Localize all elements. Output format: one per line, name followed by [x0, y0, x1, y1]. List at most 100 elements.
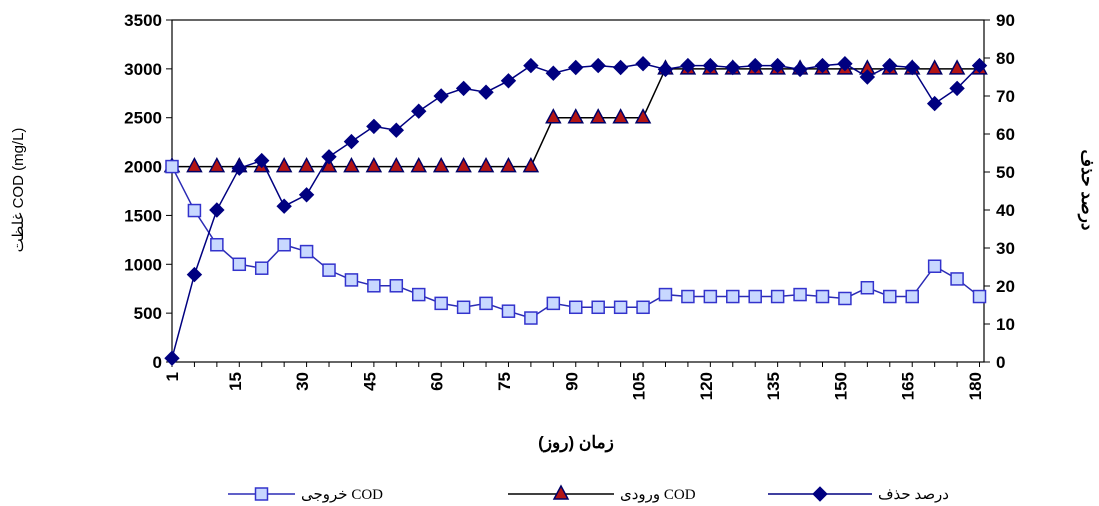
series-1 — [165, 159, 987, 325]
legend-label: درصد حذف — [878, 487, 949, 503]
series-3-point — [926, 95, 943, 112]
series-1-point — [860, 280, 875, 295]
y2-axis-ticks: 0 10 20 30 40 50 60 70 80 90 — [984, 11, 1015, 372]
series-3 — [164, 55, 988, 366]
series-1-point — [299, 244, 314, 259]
series-1-point — [165, 159, 179, 174]
series-1-point — [636, 300, 650, 315]
y-tick-label: 500 — [134, 304, 162, 323]
series-1-point — [254, 261, 269, 275]
series-3-point — [680, 57, 696, 74]
series-2-point — [926, 59, 943, 75]
series-1-point — [322, 263, 336, 277]
x-tick-label: 45 — [360, 372, 379, 391]
series-1-line — [171, 166, 980, 319]
y2-tick-label: 30 — [996, 239, 1015, 258]
x-tick-label: 165 — [899, 372, 918, 400]
y-tick-label: 3500 — [124, 11, 162, 30]
series-1-point — [748, 289, 762, 304]
series-2-point — [432, 156, 450, 173]
series-3-point — [254, 152, 270, 169]
y2-tick-label: 20 — [996, 277, 1015, 296]
series-3-point — [478, 84, 494, 100]
series-3-point — [747, 57, 763, 74]
series-1-point — [658, 287, 673, 302]
series-3-point — [949, 80, 965, 97]
y-tick-label: 2500 — [124, 109, 162, 128]
legend: درصد حذف ورودی COD خروجی COD — [228, 484, 949, 503]
series-3-point — [545, 65, 562, 81]
series-2-point — [186, 156, 203, 173]
series-2-point — [365, 156, 383, 173]
y-tick-label: 0 — [153, 353, 162, 372]
y2-tick-label: 80 — [996, 49, 1015, 68]
x-tick-label: 30 — [293, 372, 312, 391]
y-tick-label: 1000 — [124, 255, 162, 274]
series-2-point — [589, 108, 607, 124]
series-3-point — [321, 149, 337, 165]
y2-tick-label: 90 — [996, 11, 1015, 30]
series-3-point — [411, 103, 427, 119]
y2-tick-label: 70 — [996, 87, 1015, 106]
x-tick-label: 180 — [966, 372, 985, 400]
plot-frame — [171, 19, 985, 363]
legend-label: خروجی COD — [301, 487, 383, 503]
series-1-point — [434, 296, 448, 311]
y2-tick-label: 0 — [996, 353, 1005, 372]
y2-tick-label: 10 — [996, 315, 1015, 334]
series-3-point — [792, 61, 808, 78]
series-1-point — [793, 287, 807, 302]
series-1-point — [501, 304, 516, 318]
legend-marker — [812, 486, 828, 502]
series-3-point — [635, 55, 651, 72]
series-2-point — [320, 156, 338, 173]
y-tick-label: 1500 — [124, 206, 162, 225]
series-2-point — [208, 156, 226, 173]
series-2-point — [388, 156, 405, 173]
x-tick-label: 150 — [831, 372, 850, 400]
series-2-point — [612, 108, 629, 124]
series-3-point — [657, 61, 674, 78]
series-3-point — [859, 69, 876, 85]
legend-marker — [552, 484, 570, 500]
legend-label: ورودی COD — [620, 487, 696, 503]
series-2-point — [275, 156, 293, 173]
x-tick-label: 105 — [630, 372, 649, 400]
x-tick-label: 90 — [562, 372, 581, 391]
series-2-point — [343, 156, 360, 173]
series-1-point — [883, 289, 897, 304]
series-2-point — [948, 59, 966, 75]
series-3-point — [904, 59, 920, 76]
series-2-point — [522, 156, 540, 173]
series-3-point — [433, 88, 449, 104]
series-2-point — [500, 156, 517, 173]
series-3-point — [298, 187, 315, 203]
y2-tick-label: 50 — [996, 163, 1015, 182]
series-3-point — [523, 57, 539, 74]
x-axis-title: زمان (روز) — [538, 433, 614, 453]
series-1-point — [613, 300, 628, 315]
series-1-point — [479, 296, 493, 311]
y2-tick-label: 60 — [996, 125, 1015, 144]
series-layer — [163, 55, 988, 366]
legend-item-1: خروجی COD — [228, 487, 383, 503]
series-3-point — [612, 59, 629, 76]
series-1-point — [367, 279, 381, 293]
series-2-point — [410, 156, 427, 173]
series-1-point — [770, 289, 785, 304]
series-2-point — [455, 156, 472, 173]
legend-item-2: ورودی COD — [508, 484, 696, 503]
plot-area-border — [171, 19, 985, 363]
series-1-point — [726, 289, 740, 304]
series-1-point — [927, 259, 942, 273]
series-1-point — [569, 300, 583, 315]
x-tick-label: 60 — [428, 372, 447, 391]
x-tick-label: 75 — [495, 372, 514, 391]
x-axis-ticks: 1 15 30 45 60 75 90 105 120 135 150 165 180 — [163, 362, 985, 400]
series-1-point — [591, 300, 605, 315]
series-1-point — [210, 237, 224, 252]
y-tick-label: 3000 — [124, 60, 162, 79]
series-1-point — [950, 272, 964, 286]
y-axis-ticks: 0 500 1000 1500 2000 2500 3000 3500 — [124, 11, 172, 372]
series-1-point — [815, 289, 830, 304]
